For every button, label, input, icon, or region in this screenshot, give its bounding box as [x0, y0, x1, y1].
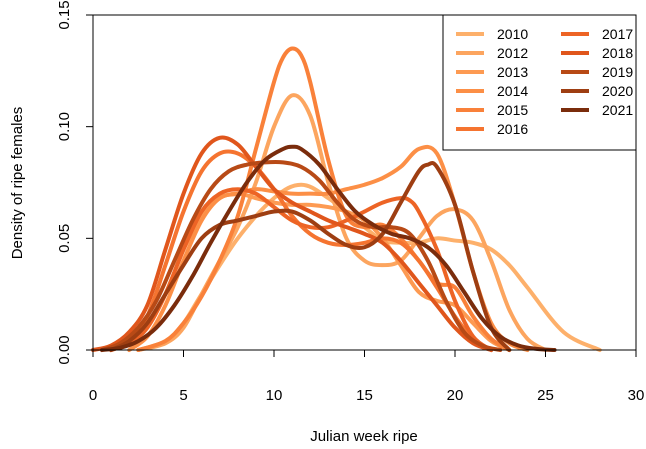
- series-line-2017: [109, 187, 494, 352]
- series-line-2019: [100, 159, 503, 352]
- legend-label-2021: 2021: [602, 102, 633, 118]
- y-tick-label: 0.10: [56, 112, 73, 141]
- series-lines: [91, 46, 602, 352]
- legend-label-2016: 2016: [497, 121, 528, 137]
- x-axis-title: Julian week ripe: [310, 428, 418, 445]
- series-line-2018: [91, 135, 494, 352]
- x-tick-label: 15: [356, 387, 373, 404]
- y-axis-title: Density of ripe females: [9, 107, 26, 260]
- x-axis: 0 5 10 15 20 25 30: [89, 349, 645, 404]
- x-tick-label: 0: [89, 387, 97, 404]
- y-tick-label: 0.05: [56, 224, 73, 253]
- legend-label-2019: 2019: [602, 64, 633, 80]
- legend-label-2013: 2013: [497, 64, 528, 80]
- x-tick-label: 20: [447, 387, 464, 404]
- series-line-2015: [136, 46, 512, 352]
- legend: 2010 2012 2013 2014 2015 2016 2017 2018 2019 2020…: [442, 14, 637, 151]
- legend-label-2017: 2017: [602, 26, 633, 42]
- legend-label-2012: 2012: [497, 45, 528, 61]
- x-tick-label: 10: [266, 387, 283, 404]
- series-line-2020: [109, 160, 512, 352]
- y-tick-label: 0.00: [56, 335, 73, 364]
- x-tick-label: 30: [628, 387, 645, 404]
- x-tick-label: 5: [179, 387, 187, 404]
- legend-label-2015: 2015: [497, 102, 528, 118]
- x-tick-label: 25: [537, 387, 554, 404]
- legend-label-2014: 2014: [497, 83, 528, 99]
- y-axis: 0.00 0.05 0.10 0.15: [56, 0, 94, 365]
- series-line-2021: [100, 144, 557, 352]
- legend-label-2018: 2018: [602, 45, 633, 61]
- y-tick-label: 0.15: [56, 0, 73, 29]
- legend-label-2010: 2010: [497, 26, 528, 42]
- legend-label-2020: 2020: [602, 83, 633, 99]
